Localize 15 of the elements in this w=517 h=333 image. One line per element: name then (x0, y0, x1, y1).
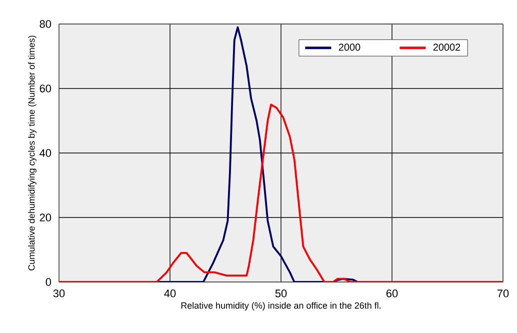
y-tick-label: 0 (46, 278, 52, 286)
legend-label: 2000 (338, 44, 360, 51)
x-tick-label: 40 (164, 290, 176, 298)
y-tick-label: 40 (40, 149, 52, 157)
x-axis-title: Relative humidity (%) inside an office in the 26th fl. (181, 302, 380, 310)
x-tick-label: 30 (53, 290, 65, 298)
y-tick-label: 20 (40, 214, 52, 222)
y-axis-title: Cumulative dehumidifying cycles by time (Number of times) (28, 36, 36, 270)
line-series (59, 104, 503, 282)
legend-label: 20002 (433, 44, 460, 51)
x-tick-label: 50 (275, 290, 287, 298)
x-tick-label: 60 (386, 290, 398, 298)
x-tick-label: 70 (497, 290, 509, 298)
y-tick-label: 80 (40, 20, 52, 28)
y-tick-label: 60 (40, 84, 52, 92)
